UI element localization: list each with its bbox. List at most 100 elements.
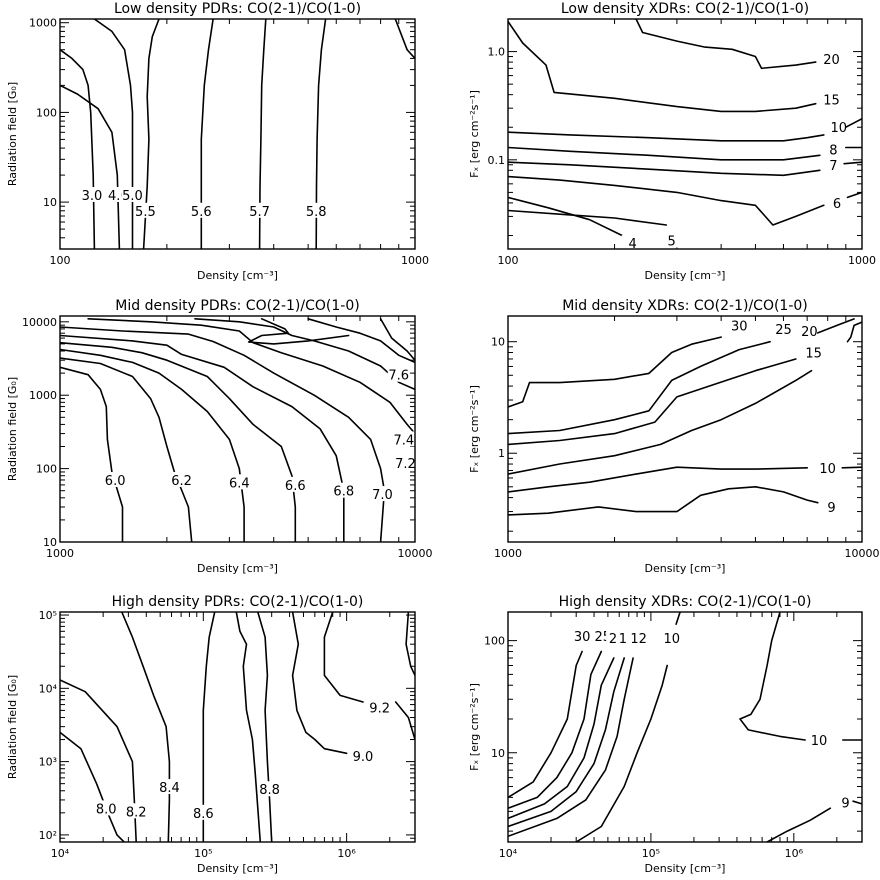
x-tick-label: 1000 [848, 254, 876, 267]
contour-label: 6.8 [333, 485, 354, 500]
x-axis-label: Density [cm⁻³] [197, 562, 278, 575]
contour-label: 5.0 [122, 189, 143, 204]
x-tick-label: 10⁶ [785, 847, 804, 860]
contour-label: 6.2 [171, 474, 192, 489]
x-tick-label: 10000 [398, 547, 433, 560]
contour-label: 5.5 [135, 205, 156, 220]
y-axis-label: Radiation field [G₀] [6, 377, 19, 481]
y-tick-label: 10² [39, 829, 57, 842]
contour-line [508, 20, 817, 113]
panel-3: Mid density PDRs: CO(2-1)/CO(1-0) Density… [6, 298, 433, 575]
contour-label: 9.2 [369, 701, 390, 716]
contour-label: 8.0 [96, 802, 117, 817]
contour-line [508, 650, 583, 799]
contour-line [841, 466, 862, 469]
y-tick-label: 10 [43, 196, 57, 209]
contour-label: 8 [829, 143, 837, 158]
contour-line [508, 175, 825, 226]
contour-line [508, 146, 821, 161]
contour-label: 9 [841, 797, 849, 812]
contour-line [508, 650, 603, 809]
contour-label: 30 [731, 319, 748, 334]
contour-line [60, 48, 96, 249]
contour-line [307, 318, 415, 364]
contour-line [508, 657, 634, 838]
plot-frame [507, 315, 863, 543]
contour-line [247, 318, 350, 345]
y-axis-label: Fₓ [erg cm⁻²s⁻¹] [468, 90, 481, 178]
contour-line [60, 731, 125, 842]
plot-frame [507, 611, 863, 843]
contour-line [291, 612, 348, 755]
chart-title: Low density PDRs: CO(2-1)/CO(1-0) [114, 1, 361, 17]
plot-frame [59, 18, 416, 250]
panel-6: High density XDRs: CO(2-1)/CO(1-0) Densit… [468, 594, 863, 875]
contour-line [235, 612, 262, 842]
contour-label: 7.2 [395, 457, 416, 472]
chart-title: Mid density PDRs: CO(2-1)/CO(1-0) [115, 298, 359, 314]
contour-label: 12 [630, 632, 647, 647]
contour-label: 8.8 [259, 783, 280, 798]
y-tick-label: 10⁴ [39, 682, 58, 695]
y-tick-label: 100 [36, 106, 57, 119]
y-tick-label: 10000 [22, 316, 57, 329]
contour-line [508, 369, 813, 475]
y-tick-label: 1 [498, 447, 505, 460]
contour-label: 5 [668, 234, 676, 249]
contour-line [405, 612, 415, 677]
contour-label: 25 [775, 323, 792, 338]
contour-line [315, 19, 327, 249]
contour-label: 6 [833, 197, 841, 212]
y-axis-label: Radiation field [G₀] [6, 82, 19, 186]
contour-line [575, 664, 668, 842]
contour-line [508, 657, 625, 828]
contour-line [60, 348, 245, 542]
contour-label: 9.0 [353, 750, 374, 765]
x-tick-label: 10⁴ [499, 847, 518, 860]
contour-line [508, 196, 623, 237]
chart-title: Mid density XDRs: CO(2-1)/CO(1-0) [562, 298, 808, 314]
plot-frame [59, 611, 416, 843]
contour-line [60, 341, 297, 542]
y-tick-label: 10 [491, 747, 505, 760]
y-axis-label: Fₓ [erg cm⁻²s⁻¹] [468, 385, 481, 473]
x-tick-label: 1000 [401, 254, 429, 267]
y-tick-label: 10 [491, 336, 505, 349]
y-tick-label: 10³ [39, 756, 57, 769]
contour-line [508, 486, 819, 516]
panel-2: Low density XDRs: CO(2-1)/CO(1-0) Density… [468, 1, 876, 282]
contour-label: 10 [831, 121, 848, 136]
x-tick-label: 10⁶ [337, 847, 356, 860]
x-tick-label: 1000 [46, 547, 74, 560]
x-axis-label: Density [cm⁻³] [645, 269, 726, 282]
contour-line [846, 191, 862, 199]
contour-label: 9 [827, 501, 835, 516]
y-tick-label: 1000 [29, 389, 57, 402]
x-tick-label: 10⁵ [642, 847, 660, 860]
contour-line [852, 800, 862, 805]
contour-label: 8.6 [193, 807, 214, 822]
contour-label: 5.8 [306, 205, 327, 220]
x-tick-label: 100 [498, 254, 519, 267]
contour-label: 7 [829, 159, 837, 174]
contour-line [60, 357, 193, 542]
x-tick-label: 100 [50, 254, 71, 267]
contour-label: 5.7 [249, 205, 270, 220]
contour-line [845, 117, 862, 128]
plot-frame [59, 315, 416, 543]
contour-label: 30 [574, 630, 591, 645]
contour-line [258, 19, 267, 249]
contour-line [93, 19, 134, 249]
y-tick-label: 10 [43, 536, 57, 549]
contour-line [142, 19, 160, 249]
contour-line [394, 701, 415, 741]
contour-line [508, 358, 797, 446]
contour-line [257, 612, 273, 842]
contour-line [739, 612, 806, 741]
contour-label: 7.4 [393, 433, 414, 448]
contour-label: 6.4 [229, 476, 250, 491]
x-axis-label: Density [cm⁻³] [645, 862, 726, 875]
y-axis-label: Fₓ [erg cm⁻²s⁻¹] [468, 683, 481, 771]
contour-line [508, 131, 825, 142]
